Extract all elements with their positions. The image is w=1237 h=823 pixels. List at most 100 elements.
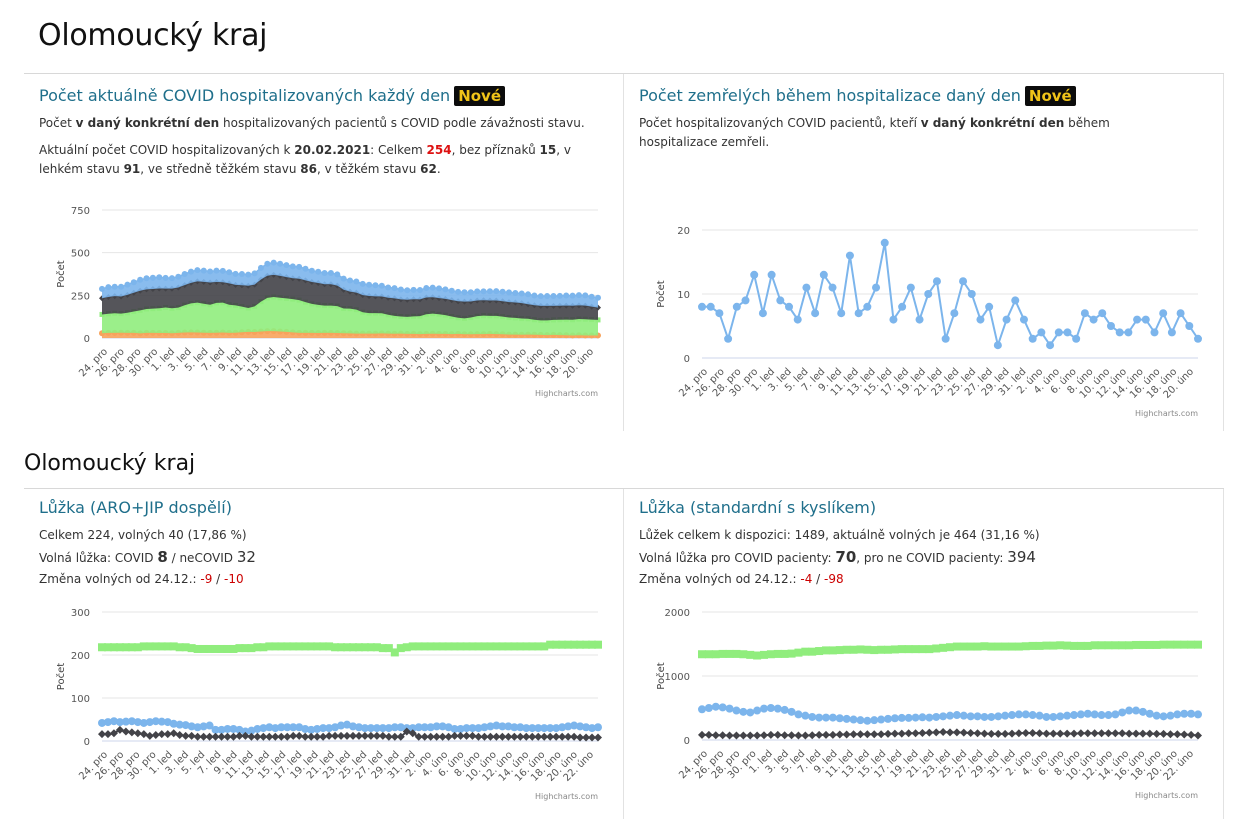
- area-series-2: [102, 274, 598, 321]
- data-point: [1083, 729, 1092, 738]
- data-point: [271, 732, 280, 741]
- data-point: [959, 277, 968, 286]
- data-point: [845, 251, 854, 260]
- data-point: [1019, 315, 1028, 324]
- data-point: [793, 315, 802, 324]
- data-point: [372, 643, 381, 652]
- data-point: [849, 730, 858, 739]
- data-point: [516, 723, 525, 732]
- column-divider-1: [623, 74, 624, 431]
- free-text: Volná lůžka: COVID: [39, 551, 158, 565]
- data-point: [302, 265, 309, 272]
- data-point: [99, 285, 105, 292]
- data-point: [558, 640, 567, 649]
- data-point: [296, 263, 303, 270]
- data-point: [187, 722, 196, 731]
- data-point: [1159, 712, 1168, 721]
- change-covid: -4: [800, 572, 813, 586]
- data-point: [550, 293, 557, 300]
- data-point: [423, 284, 430, 291]
- data-point: [253, 643, 262, 652]
- data-point: [313, 642, 322, 651]
- data-point: [277, 732, 286, 741]
- data-point: [828, 713, 837, 722]
- data-point: [856, 645, 865, 654]
- data-point: [448, 287, 455, 294]
- data-point: [359, 280, 366, 287]
- data-point: [698, 302, 706, 311]
- data-point: [570, 640, 579, 649]
- stat-text: , bez příznaků: [451, 143, 540, 157]
- data-point: [207, 268, 214, 275]
- data-point: [1028, 711, 1037, 720]
- data-point: [474, 288, 481, 295]
- data-point: [1008, 642, 1016, 651]
- data-point: [480, 642, 489, 651]
- data-point: [432, 722, 441, 731]
- y-tick-label: 0: [84, 334, 90, 345]
- data-point: [582, 723, 591, 732]
- new-badge: Nové: [1024, 86, 1076, 106]
- data-point: [1008, 711, 1016, 720]
- data-point: [994, 712, 1003, 721]
- data-point: [1042, 641, 1051, 650]
- data-point: [467, 289, 474, 296]
- card-description: Počet v daný konkrétní den hospitalizova…: [39, 114, 609, 133]
- data-point: [1115, 328, 1124, 337]
- data-point: [1152, 729, 1161, 738]
- data-point: [211, 644, 220, 653]
- data-point: [932, 277, 941, 286]
- data-point: [265, 732, 274, 741]
- data-point: [801, 731, 810, 740]
- icu-total-line: Celkem 224, volných 40 (17,86 %): [39, 528, 247, 542]
- card-deaths: Počet zemřelých během hospitalizace daný…: [639, 86, 1209, 152]
- card-oxygen-beds: Lůžka (standardní s kyslíkem) Lůžek celk…: [639, 498, 1209, 589]
- data-point: [1090, 729, 1099, 738]
- stat-medium: 86: [300, 162, 317, 176]
- y-tick-label: 0: [684, 736, 690, 747]
- data-point: [145, 731, 154, 740]
- data-point: [1035, 729, 1044, 738]
- data-point: [157, 717, 166, 726]
- data-point: [200, 267, 207, 274]
- data-point: [360, 731, 369, 740]
- data-point: [277, 723, 286, 732]
- data-point: [426, 723, 435, 732]
- data-point: [416, 287, 423, 294]
- data-point: [139, 718, 148, 727]
- data-point: [932, 644, 941, 653]
- data-point: [973, 712, 982, 721]
- page-title: Olomoucký kraj: [38, 18, 268, 53]
- data-point: [1138, 640, 1147, 649]
- data-point: [698, 730, 706, 739]
- data-point: [959, 728, 968, 737]
- data-point: [337, 721, 346, 730]
- data-point: [325, 642, 334, 651]
- data-point: [528, 732, 537, 741]
- card-title-deaths: Počet zemřelých během hospitalizace daný…: [639, 86, 1209, 106]
- data-point: [822, 730, 830, 739]
- data-point: [904, 729, 913, 738]
- data-point: [429, 284, 436, 291]
- data-point: [564, 640, 573, 649]
- data-point: [1056, 712, 1065, 721]
- data-point: [109, 717, 118, 726]
- data-point: [1180, 709, 1189, 718]
- data-point: [315, 268, 322, 275]
- data-point: [438, 732, 447, 741]
- data-point: [301, 642, 310, 651]
- free-covid: 70: [835, 548, 857, 566]
- data-point: [537, 293, 544, 300]
- data-point: [1028, 641, 1037, 650]
- data-point: [773, 730, 782, 739]
- data-point: [552, 732, 561, 741]
- change-sep: /: [212, 572, 225, 586]
- data-point: [760, 650, 768, 659]
- data-point: [1145, 640, 1154, 649]
- data-point: [1063, 328, 1072, 337]
- data-point: [1124, 328, 1133, 337]
- data-point: [127, 717, 136, 726]
- y-tick-label: 20: [677, 226, 690, 237]
- data-point: [1125, 641, 1134, 650]
- oxygen-free-line: Volná lůžka pro COVID pacienty: 70, pro …: [639, 548, 1209, 568]
